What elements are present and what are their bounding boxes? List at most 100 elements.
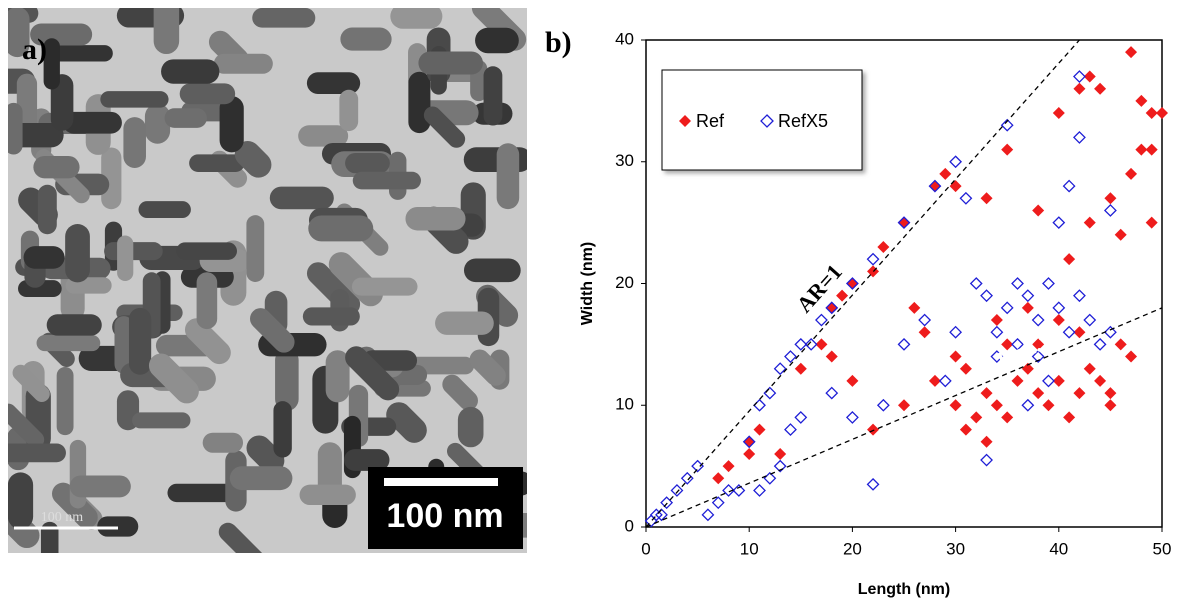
data-point [980, 387, 993, 400]
data-point [649, 508, 663, 522]
reference-line-label: AR=2.7 [979, 327, 1055, 378]
nanorod [269, 186, 334, 210]
nanorod [8, 403, 45, 449]
nanorod [36, 334, 101, 352]
scatter-chart: 0 10 20 30 40 50 0 10 20 30 40 Length (nm) Width (nm… [579, 29, 1171, 598]
nanorod [8, 472, 34, 530]
nanorod [386, 402, 427, 443]
x-tick-label: 40 [1049, 539, 1068, 558]
data-point [794, 411, 808, 424]
data-point [845, 411, 859, 424]
nanorod [167, 483, 234, 503]
nanorod [23, 246, 65, 269]
data-point [732, 484, 746, 497]
data-point [1114, 338, 1127, 351]
nanorod [435, 311, 494, 335]
reference-line [645, 307, 1163, 528]
data-point [1125, 167, 1138, 180]
nanorod [189, 154, 245, 172]
nanorod [483, 66, 503, 126]
data-point [876, 398, 890, 412]
tem-image [8, 8, 527, 553]
data-point [1073, 326, 1086, 339]
nanorod [62, 111, 122, 134]
data-point [867, 265, 880, 278]
data-point [969, 277, 983, 290]
nanorod [104, 242, 163, 261]
nanorod [33, 155, 80, 179]
data-point [1001, 338, 1014, 351]
data-point [1032, 387, 1045, 400]
nanorod [43, 38, 60, 90]
nanorod [339, 89, 359, 132]
x-tick-label: 0 [641, 539, 650, 558]
nanorod [306, 72, 361, 94]
data-point [918, 313, 932, 327]
data-point [866, 477, 880, 491]
data-point [1031, 350, 1045, 363]
y-tick-label: 20 [615, 273, 634, 292]
data-point [774, 447, 787, 460]
nanorod [69, 475, 131, 498]
data-point [1000, 118, 1014, 132]
nanorod [132, 412, 191, 429]
data-point [990, 399, 1003, 412]
nanorod [8, 443, 66, 463]
nanorod [37, 184, 57, 235]
faint-scale-label: 100 nm [41, 510, 84, 525]
reference-line-label: AR=1 [791, 259, 846, 317]
legend-marker [760, 114, 774, 128]
data-point [1001, 411, 1014, 424]
data-point [1073, 70, 1086, 83]
nanorod [343, 449, 390, 471]
scale-bar [384, 478, 498, 486]
nanorod [97, 516, 139, 537]
data-point [815, 313, 828, 327]
nanorod [457, 406, 484, 448]
nanorod [234, 140, 272, 178]
data-point [1021, 301, 1034, 314]
data-point [1073, 82, 1086, 95]
data-point [815, 338, 828, 351]
nanorod [246, 435, 285, 474]
y-tick-label: 10 [615, 395, 634, 414]
nanorod [302, 307, 360, 326]
data-point [866, 252, 880, 266]
data-point [1062, 325, 1076, 339]
nanorod [65, 224, 90, 283]
data-point [1103, 204, 1117, 217]
nanorod [442, 374, 478, 411]
x-tick-label: 50 [1153, 539, 1172, 558]
data-point [990, 325, 1004, 339]
data-point [949, 155, 963, 169]
data-point [794, 362, 807, 375]
nanorod [345, 153, 390, 174]
data-point [836, 289, 849, 302]
data-point [1083, 313, 1097, 327]
nanorod [46, 314, 102, 336]
data-point [742, 435, 756, 449]
data-point [980, 289, 993, 303]
nanorod [408, 71, 431, 134]
data-point [753, 423, 766, 436]
nanorod [56, 366, 74, 436]
data-point [990, 350, 1004, 363]
data-point [1103, 325, 1117, 339]
data-point [825, 301, 839, 315]
data-point [743, 435, 756, 448]
nanorod [69, 439, 87, 509]
nanorod [40, 521, 59, 553]
data-point [1083, 216, 1096, 229]
data-point [980, 453, 993, 467]
nanorod [325, 350, 350, 403]
data-point [897, 216, 911, 230]
data-point [1031, 313, 1045, 327]
data-point [908, 301, 921, 314]
data-point [990, 314, 1003, 327]
data-point [949, 350, 962, 363]
nanorod [252, 8, 316, 28]
panel-label: a) [22, 33, 47, 66]
data-point [784, 423, 797, 437]
nanorod [469, 349, 506, 386]
